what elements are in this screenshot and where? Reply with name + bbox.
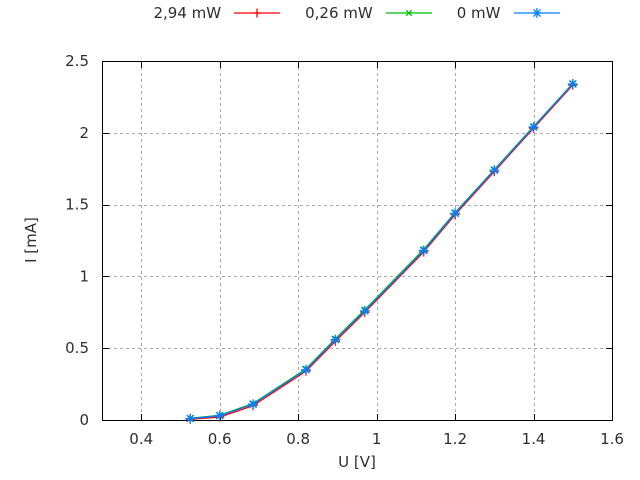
star-marker-icon bbox=[528, 122, 539, 133]
legend-item-label: 0 mW bbox=[456, 4, 501, 22]
x-tick-label: 0.4 bbox=[129, 430, 153, 448]
legend-item-label: 0,26 mW bbox=[305, 4, 373, 22]
star-marker-icon bbox=[330, 334, 341, 345]
x-tick-label: 0.6 bbox=[208, 430, 232, 448]
star-marker-icon bbox=[450, 208, 461, 219]
tick-labels: 0.4 0.6 0.8 1 1.2 1.4 1.6 0 0.5 1 1.5 2 2.5 bbox=[65, 52, 624, 448]
y-tick-label: 2 bbox=[79, 124, 89, 142]
x-tick-label: 1.2 bbox=[443, 430, 467, 448]
star-marker-icon bbox=[531, 8, 542, 18]
legend-item: 0,26 mW bbox=[305, 4, 433, 22]
legend-sample-plus bbox=[234, 8, 281, 18]
legend-item: 0 mW bbox=[457, 4, 561, 22]
y-tick-label: 0.5 bbox=[65, 339, 89, 357]
series-line-2-94-mW bbox=[190, 84, 574, 420]
star-marker-icon bbox=[359, 305, 370, 316]
series-2-94-mW bbox=[185, 80, 578, 424]
legend-item-label: 2,94 mW bbox=[153, 4, 222, 22]
y-tick-label: 2.5 bbox=[65, 52, 89, 70]
legend-item: 2,94 mW bbox=[153, 4, 281, 22]
x-tick-label: 1 bbox=[372, 430, 382, 448]
legend-sample-star bbox=[513, 8, 560, 18]
cross-marker-icon bbox=[405, 9, 413, 17]
y-tick-label: 1.5 bbox=[65, 196, 89, 214]
plus-marker-icon bbox=[252, 8, 262, 18]
star-marker-icon bbox=[489, 165, 500, 176]
x-tick-label: 1.6 bbox=[600, 430, 624, 448]
star-marker-icon bbox=[214, 410, 225, 421]
star-marker-icon bbox=[301, 364, 311, 375]
x-tick-label: 0.8 bbox=[286, 430, 310, 448]
star-marker-icon bbox=[248, 399, 259, 410]
star-marker-icon bbox=[567, 78, 578, 89]
x-axis-label: U [V] bbox=[338, 453, 376, 471]
star-marker-icon bbox=[185, 413, 196, 424]
plot-border bbox=[102, 61, 613, 421]
series-0-mW bbox=[185, 78, 578, 424]
y-axis-label: I [mA] bbox=[22, 217, 40, 263]
legend: 2,94 mW 0,26 mW 0 mW bbox=[102, 3, 612, 23]
plot-border-and-ticks bbox=[102, 61, 613, 421]
series-0-26-mW bbox=[186, 80, 577, 422]
star-marker-icon bbox=[418, 245, 429, 256]
legend-sample-cross bbox=[385, 9, 432, 17]
x-tick-label: 1.4 bbox=[522, 430, 546, 448]
y-tick-label: 1 bbox=[79, 267, 89, 285]
y-tick-label: 0 bbox=[79, 411, 89, 429]
series-line-0-mW bbox=[190, 83, 574, 420]
gridlines bbox=[102, 61, 612, 420]
